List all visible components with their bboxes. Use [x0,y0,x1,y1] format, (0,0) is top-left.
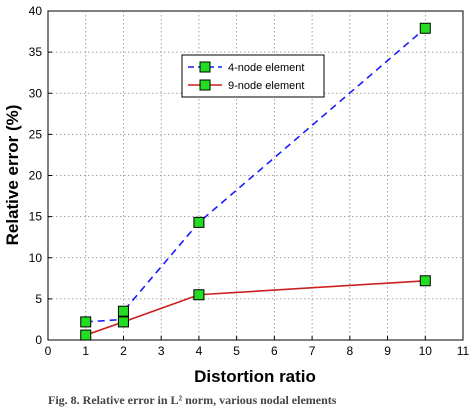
y-tick-label: 0 [35,333,42,347]
y-tick-label: 35 [29,45,43,59]
y-tick-label: 30 [29,86,43,100]
data-point-series-1 [117,305,129,317]
y-tick-label: 40 [29,4,43,18]
data-point-series-2 [193,289,205,301]
data-point-series-2 [80,329,92,341]
data-point-series-2 [419,275,431,287]
data-point-series-1 [80,316,92,328]
legend-marker-2 [199,79,211,91]
y-tick-label: 10 [29,251,43,265]
data-point-series-1 [419,22,431,34]
grid [48,11,463,340]
x-tick-label: 3 [158,344,165,358]
legend: 4-node element 9-node element [181,54,325,98]
x-tick-label: 1 [82,344,89,358]
legend-marker-1 [199,61,211,73]
x-tick-label: 8 [346,344,353,358]
y-tick-label: 25 [29,127,43,141]
x-tick-label: 2 [120,344,127,358]
y-tick-label: 20 [29,169,43,183]
series-line-1 [85,27,426,323]
series-line-2 [85,279,426,336]
data-point-series-1 [193,216,205,228]
x-tick-label: 11 [457,344,470,358]
legend-label-1: 4-node element [228,62,304,74]
x-tick-label: 0 [45,344,52,358]
x-tick-label: 6 [271,344,278,358]
y-tick-label: 5 [35,292,42,306]
x-tick-label: 4 [196,344,203,358]
y-tick-label: 15 [29,210,43,224]
ticks: 0 1 2 3 4 5 6 7 8 9 10 11 0 5 10 15 20 25 30 35 40 [29,4,470,358]
figure-caption: Fig. 8. Relative error in L² norm, vario… [48,393,337,407]
data-point-series-2 [117,316,129,328]
x-tick-label: 10 [419,344,433,358]
x-tick-label: 5 [233,344,240,358]
x-axis-label: Distortion ratio [194,367,316,386]
x-tick-label: 7 [309,344,316,358]
series-layer [80,22,431,341]
legend-label-2: 9-node element [228,80,304,92]
x-tick-label: 9 [384,344,391,358]
y-axis-label: Relative error (%) [3,105,22,246]
